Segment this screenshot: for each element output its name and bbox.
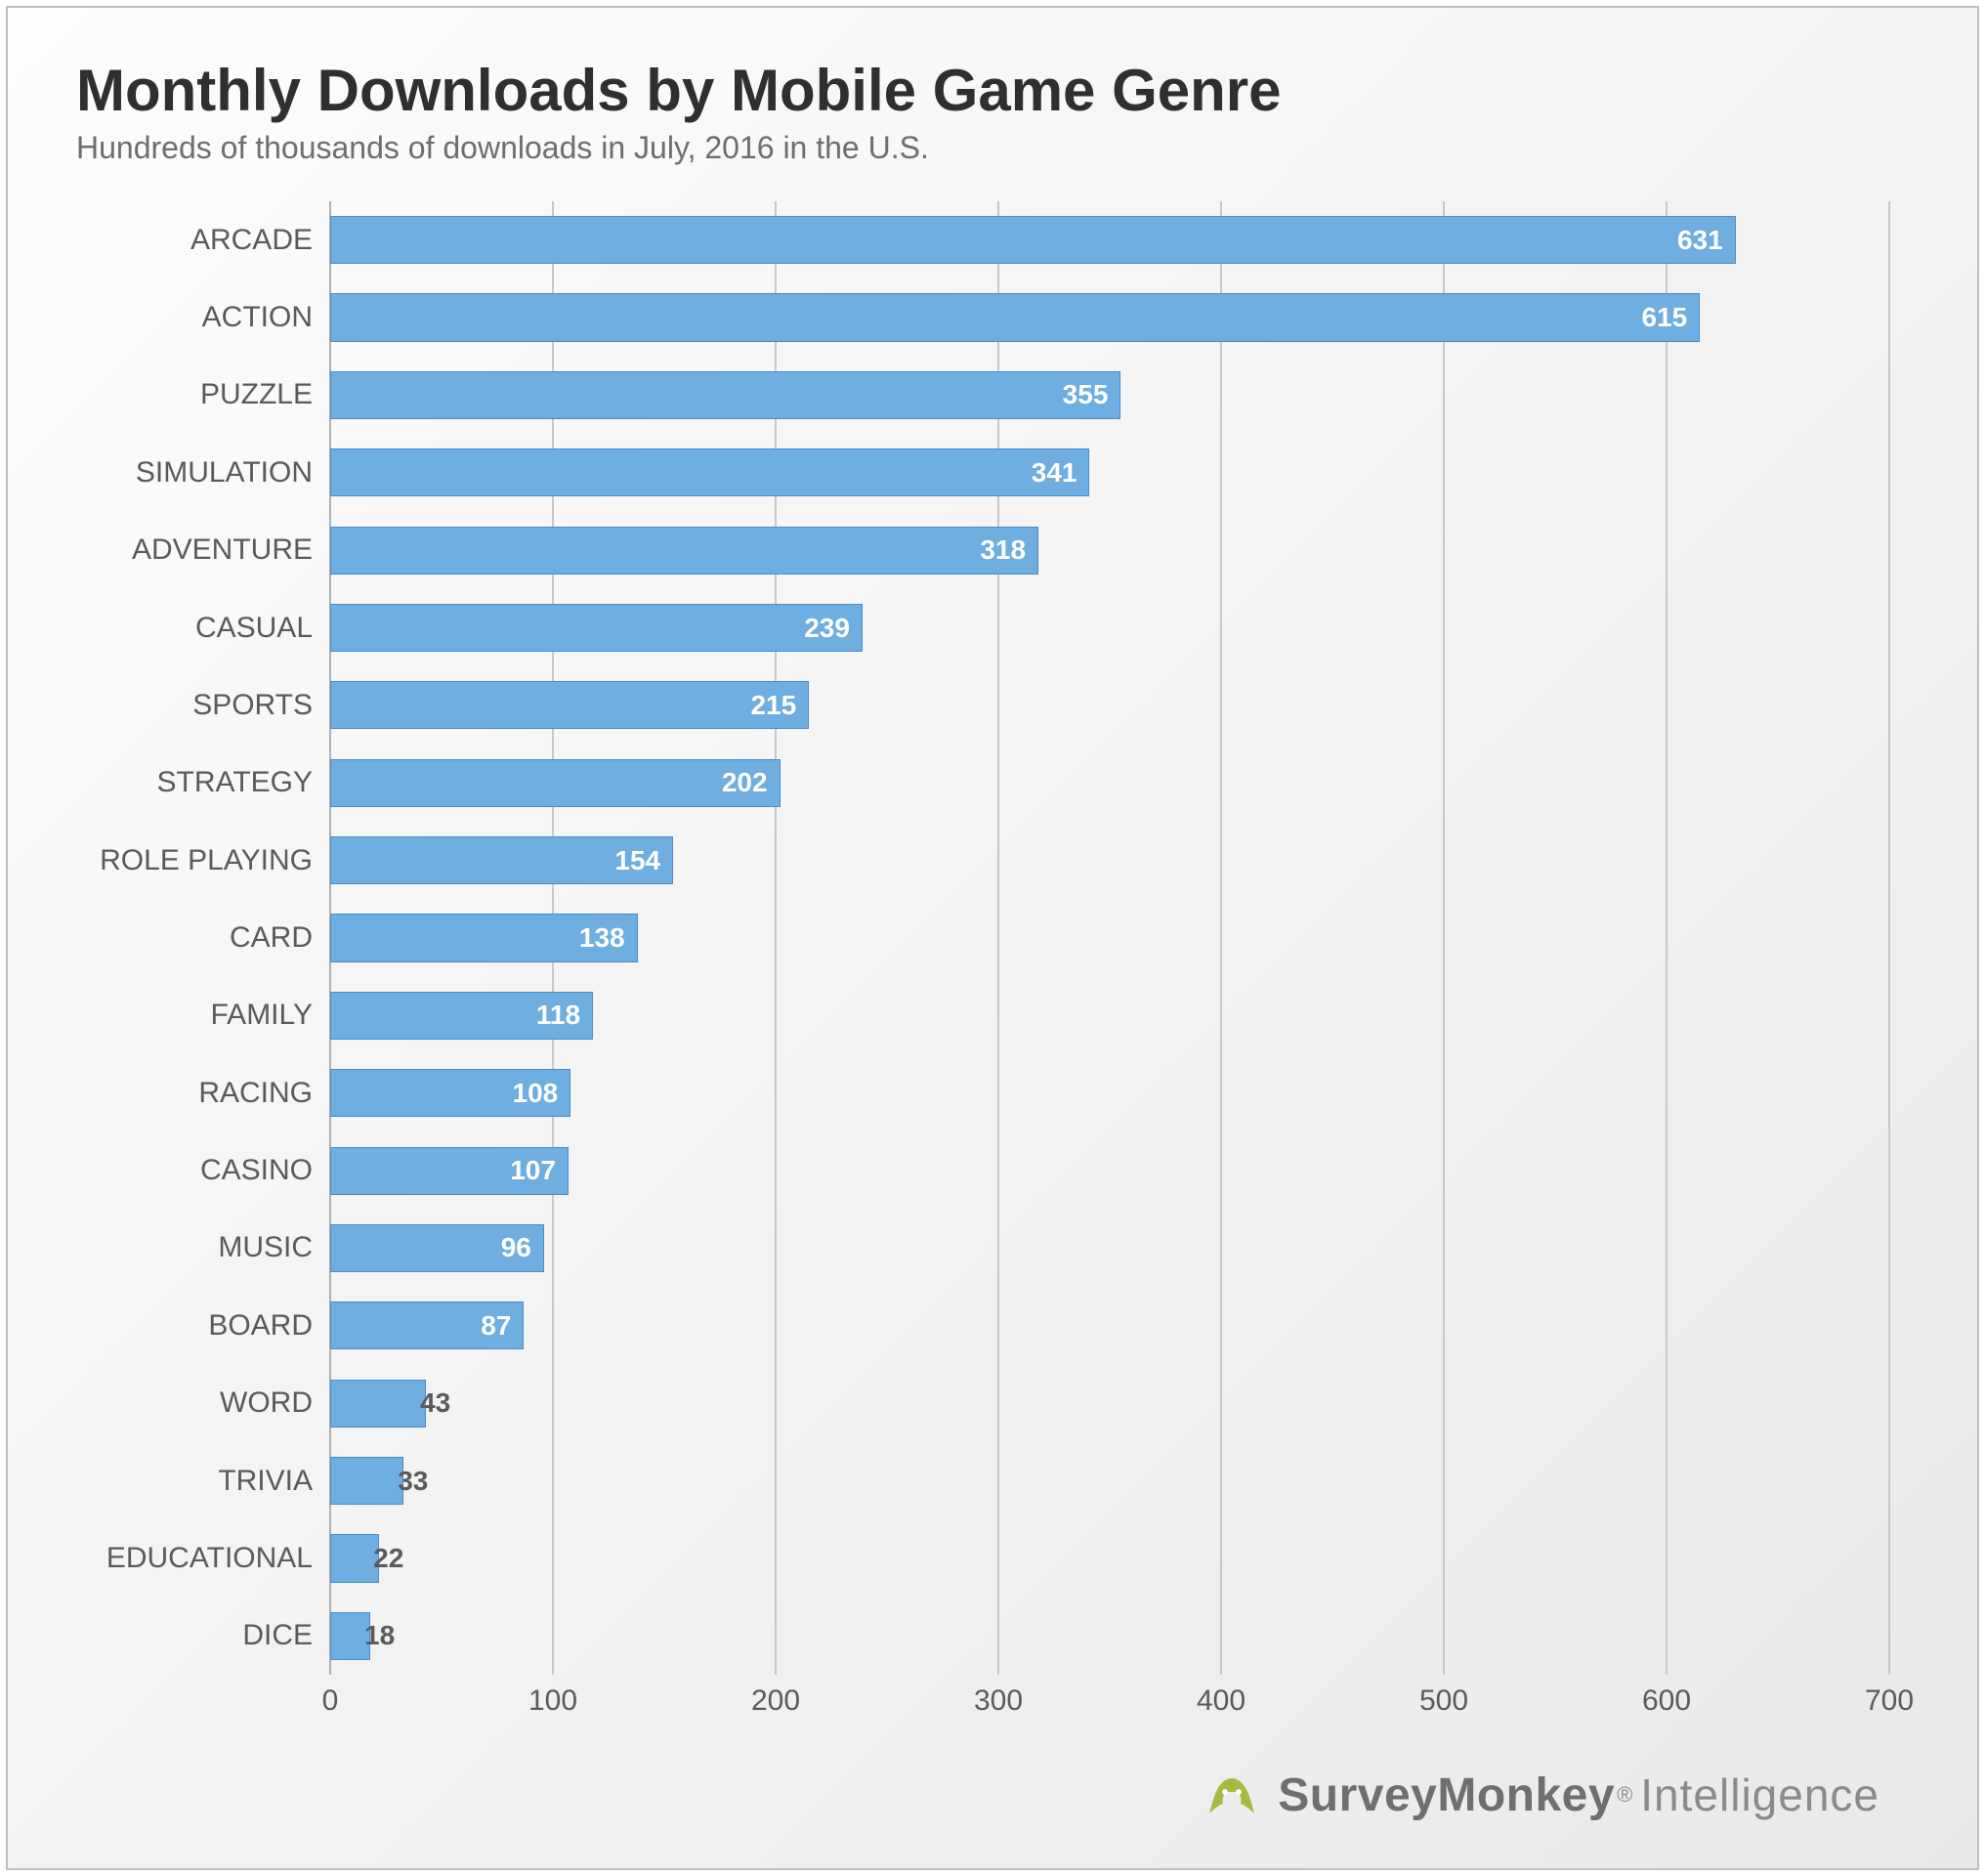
category-label: SPORTS	[192, 689, 330, 722]
value-label: 18	[357, 1620, 395, 1651]
bar-row: MUSIC96	[330, 1224, 544, 1272]
gridline	[1888, 201, 1890, 1675]
value-label: 631	[1677, 225, 1735, 256]
bar-row: SPORTS215	[330, 681, 809, 729]
value-label: 43	[412, 1387, 450, 1419]
gridline	[1443, 201, 1445, 1675]
bar-row: CARD138	[330, 914, 638, 961]
category-label: WORD	[220, 1386, 330, 1420]
value-label: 118	[536, 1000, 592, 1031]
category-label: CARD	[230, 921, 330, 955]
value-label: 33	[390, 1466, 428, 1497]
value-label: 96	[501, 1232, 543, 1263]
footer-brand-registered: ®	[1617, 1782, 1632, 1808]
value-label: 87	[481, 1310, 523, 1342]
category-label: DICE	[242, 1619, 330, 1652]
chart-container: Monthly Downloads by Mobile Game Genre H…	[0, 0, 1985, 1876]
value-label: 202	[722, 767, 780, 798]
bar-row: CASINO107	[330, 1147, 569, 1195]
x-tick-label: 300	[974, 1675, 1023, 1718]
bar: 631	[330, 216, 1736, 264]
bar-row: STRATEGY202	[330, 759, 781, 807]
category-label: EDUCATIONAL	[106, 1542, 330, 1575]
x-tick-label: 600	[1642, 1675, 1691, 1718]
footer-brand-sub: Intelligence	[1640, 1769, 1879, 1821]
category-label: FAMILY	[211, 999, 330, 1032]
category-label: RACING	[198, 1077, 330, 1110]
bar-row: RACING108	[330, 1069, 570, 1117]
bar-row: SIMULATION341	[330, 448, 1089, 496]
value-label: 154	[614, 845, 672, 876]
plot-area: 0100200300400500600700ARCADE631ACTION615…	[330, 201, 1889, 1675]
bar: 355	[330, 371, 1120, 419]
bar-row: CASUAL239	[330, 604, 863, 652]
bar-row: ARCADE631	[330, 216, 1736, 264]
gridline	[775, 201, 777, 1675]
x-tick-label: 100	[528, 1675, 577, 1718]
category-label: ACTION	[202, 301, 330, 334]
footer-brand-main: SurveyMonkey	[1278, 1769, 1615, 1822]
bar: 138	[330, 914, 638, 961]
bar: 96	[330, 1224, 544, 1272]
category-label: CASINO	[200, 1154, 330, 1187]
x-tick-label: 500	[1419, 1675, 1468, 1718]
bar: 154	[330, 836, 673, 884]
gridline	[1220, 201, 1222, 1675]
bar: 118	[330, 992, 593, 1040]
value-label: 215	[750, 690, 808, 721]
value-label: 615	[1641, 302, 1699, 333]
gridline	[1666, 201, 1668, 1675]
bar: 202	[330, 759, 781, 807]
chart-frame: Monthly Downloads by Mobile Game Genre H…	[6, 6, 1979, 1870]
x-tick-label: 400	[1197, 1675, 1246, 1718]
category-label: PUZZLE	[200, 378, 330, 411]
category-label: SIMULATION	[136, 456, 330, 490]
surveymonkey-logo-icon	[1198, 1770, 1266, 1819]
value-label: 239	[804, 613, 862, 644]
bar: 108	[330, 1069, 570, 1117]
value-label: 341	[1032, 457, 1089, 489]
category-label: CASUAL	[195, 612, 330, 645]
gridline	[997, 201, 999, 1675]
chart-subtitle: Hundreds of thousands of downloads in Ju…	[76, 130, 1919, 166]
value-label: 138	[579, 922, 637, 954]
bar-row: PUZZLE355	[330, 371, 1120, 419]
value-label: 318	[980, 534, 1037, 566]
bar-row: EDUCATIONAL22	[330, 1534, 379, 1582]
x-tick-label: 700	[1865, 1675, 1914, 1718]
bar: 239	[330, 604, 863, 652]
bar: 107	[330, 1147, 569, 1195]
bar-row: ROLE PLAYING154	[330, 836, 673, 884]
value-label: 22	[365, 1543, 403, 1574]
category-label: ARCADE	[190, 224, 330, 257]
bar: 341	[330, 448, 1089, 496]
chart-title: Monthly Downloads by Mobile Game Genre	[76, 57, 1919, 124]
bar-row: DICE18	[330, 1612, 370, 1660]
value-label: 355	[1063, 379, 1120, 410]
category-label: MUSIC	[218, 1231, 330, 1264]
bar-row: TRIVIA33	[330, 1457, 403, 1505]
bar-row: FAMILY118	[330, 992, 593, 1040]
bar-row: ACTION615	[330, 293, 1700, 341]
value-label: 108	[513, 1078, 570, 1109]
bar: 318	[330, 527, 1038, 575]
bar: 615	[330, 293, 1700, 341]
bar-row: WORD43	[330, 1380, 426, 1428]
bar-row: ADVENTURE318	[330, 527, 1038, 575]
x-tick-label: 200	[751, 1675, 800, 1718]
bar: 215	[330, 681, 809, 729]
footer: SurveyMonkey ® Intelligence	[66, 1733, 1919, 1839]
bar-row: BOARD87	[330, 1301, 524, 1349]
bar: 87	[330, 1301, 524, 1349]
x-tick-label: 0	[322, 1675, 339, 1718]
category-label: ADVENTURE	[132, 533, 330, 567]
chart-area: 0100200300400500600700ARCADE631ACTION615…	[66, 201, 1919, 1733]
category-label: BOARD	[208, 1309, 330, 1343]
category-label: TRIVIA	[218, 1465, 330, 1498]
category-label: ROLE PLAYING	[100, 844, 330, 877]
category-label: STRATEGY	[157, 766, 330, 799]
value-label: 107	[510, 1155, 568, 1186]
